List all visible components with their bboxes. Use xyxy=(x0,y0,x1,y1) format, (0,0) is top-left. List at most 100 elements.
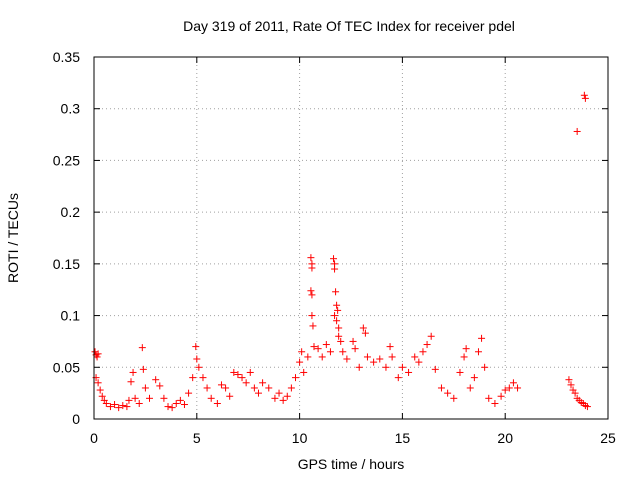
data-point xyxy=(298,348,306,356)
data-point xyxy=(129,368,137,376)
data-point xyxy=(361,329,369,337)
x-tick-label: 20 xyxy=(497,430,513,446)
data-point xyxy=(334,306,342,314)
data-point xyxy=(423,341,431,349)
data-point xyxy=(349,337,357,345)
data-point xyxy=(308,264,316,272)
data-point xyxy=(172,399,180,407)
chart-title: Day 319 of 2011, Rate Of TEC Index for r… xyxy=(183,18,515,34)
data-point xyxy=(259,379,267,387)
data-point xyxy=(485,394,493,402)
data-point xyxy=(156,382,164,390)
data-point xyxy=(271,394,279,402)
data-point xyxy=(501,386,509,394)
x-tick-label: 5 xyxy=(193,430,201,446)
data-point xyxy=(318,353,326,361)
data-point xyxy=(565,376,573,384)
data-point xyxy=(160,394,168,402)
x-ticks-layer: 0 5 10 15 20 25 xyxy=(90,57,616,446)
data-point xyxy=(405,368,413,376)
data-point xyxy=(180,401,188,409)
data-point xyxy=(474,348,482,356)
data-point xyxy=(309,322,317,330)
data-point xyxy=(573,127,581,135)
data-point xyxy=(466,384,474,392)
data-point xyxy=(411,353,419,361)
data-point xyxy=(370,358,378,366)
data-point xyxy=(419,348,427,356)
data-point xyxy=(335,332,343,340)
data-point xyxy=(581,94,589,102)
data-point xyxy=(222,384,230,392)
data-point xyxy=(314,345,322,353)
data-point xyxy=(185,389,193,397)
x-tick-label: 15 xyxy=(395,430,411,446)
data-point xyxy=(343,355,351,363)
data-point xyxy=(119,402,127,410)
y-axis-label: ROTI / TECUs xyxy=(5,193,21,283)
data-point xyxy=(382,363,390,371)
data-point xyxy=(567,381,575,389)
data-point xyxy=(514,384,522,392)
data-point xyxy=(164,403,172,411)
data-point xyxy=(444,389,452,397)
data-point xyxy=(333,301,341,309)
data-point xyxy=(330,255,338,263)
data-point xyxy=(139,365,147,373)
data-point xyxy=(146,394,154,402)
data-point xyxy=(94,350,102,358)
y-tick-label: 0.35 xyxy=(53,49,80,65)
data-point xyxy=(571,389,579,397)
data-point xyxy=(481,363,489,371)
data-point xyxy=(333,317,341,325)
data-point xyxy=(308,291,316,299)
data-point xyxy=(217,381,225,389)
data-point xyxy=(275,389,283,397)
data-point xyxy=(359,324,367,332)
data-point xyxy=(96,386,104,394)
data-point xyxy=(427,332,435,340)
data-point xyxy=(141,384,149,392)
data-point xyxy=(127,378,135,386)
data-point xyxy=(125,396,133,404)
data-point xyxy=(307,254,315,262)
data-point xyxy=(394,374,402,382)
data-point xyxy=(265,384,273,392)
data-point xyxy=(123,403,131,411)
data-point xyxy=(456,368,464,376)
data-point xyxy=(322,341,330,349)
points-layer xyxy=(91,91,591,412)
data-point xyxy=(242,379,250,387)
data-point xyxy=(335,324,343,332)
data-point xyxy=(388,353,396,361)
y-tick-label: 0.25 xyxy=(53,152,80,168)
data-point xyxy=(337,337,345,345)
data-point xyxy=(176,396,184,404)
data-point xyxy=(509,379,517,387)
data-point xyxy=(355,363,363,371)
y-ticks-layer: 0 0.05 0.1 0.15 0.2 0.25 0.3 0.35 xyxy=(53,49,608,427)
data-point xyxy=(415,358,423,366)
data-point xyxy=(491,399,499,407)
data-point xyxy=(386,343,394,351)
data-point xyxy=(189,374,197,382)
data-point xyxy=(478,334,486,342)
data-point xyxy=(135,399,143,407)
y-tick-label: 0.15 xyxy=(53,256,80,272)
y-tick-label: 0.05 xyxy=(53,359,80,375)
data-point xyxy=(195,363,203,371)
data-point xyxy=(580,91,588,99)
data-point xyxy=(199,374,207,382)
data-point xyxy=(98,392,106,400)
data-point xyxy=(462,345,470,353)
x-axis-label: GPS time / hours xyxy=(298,456,405,472)
data-point xyxy=(111,401,119,409)
data-point xyxy=(331,265,339,273)
y-tick-label: 0.1 xyxy=(61,308,81,324)
y-tick-label: 0 xyxy=(72,411,80,427)
data-point xyxy=(308,312,316,320)
data-point xyxy=(331,312,339,320)
x-tick-label: 10 xyxy=(292,430,308,446)
plot-frame xyxy=(93,56,609,420)
